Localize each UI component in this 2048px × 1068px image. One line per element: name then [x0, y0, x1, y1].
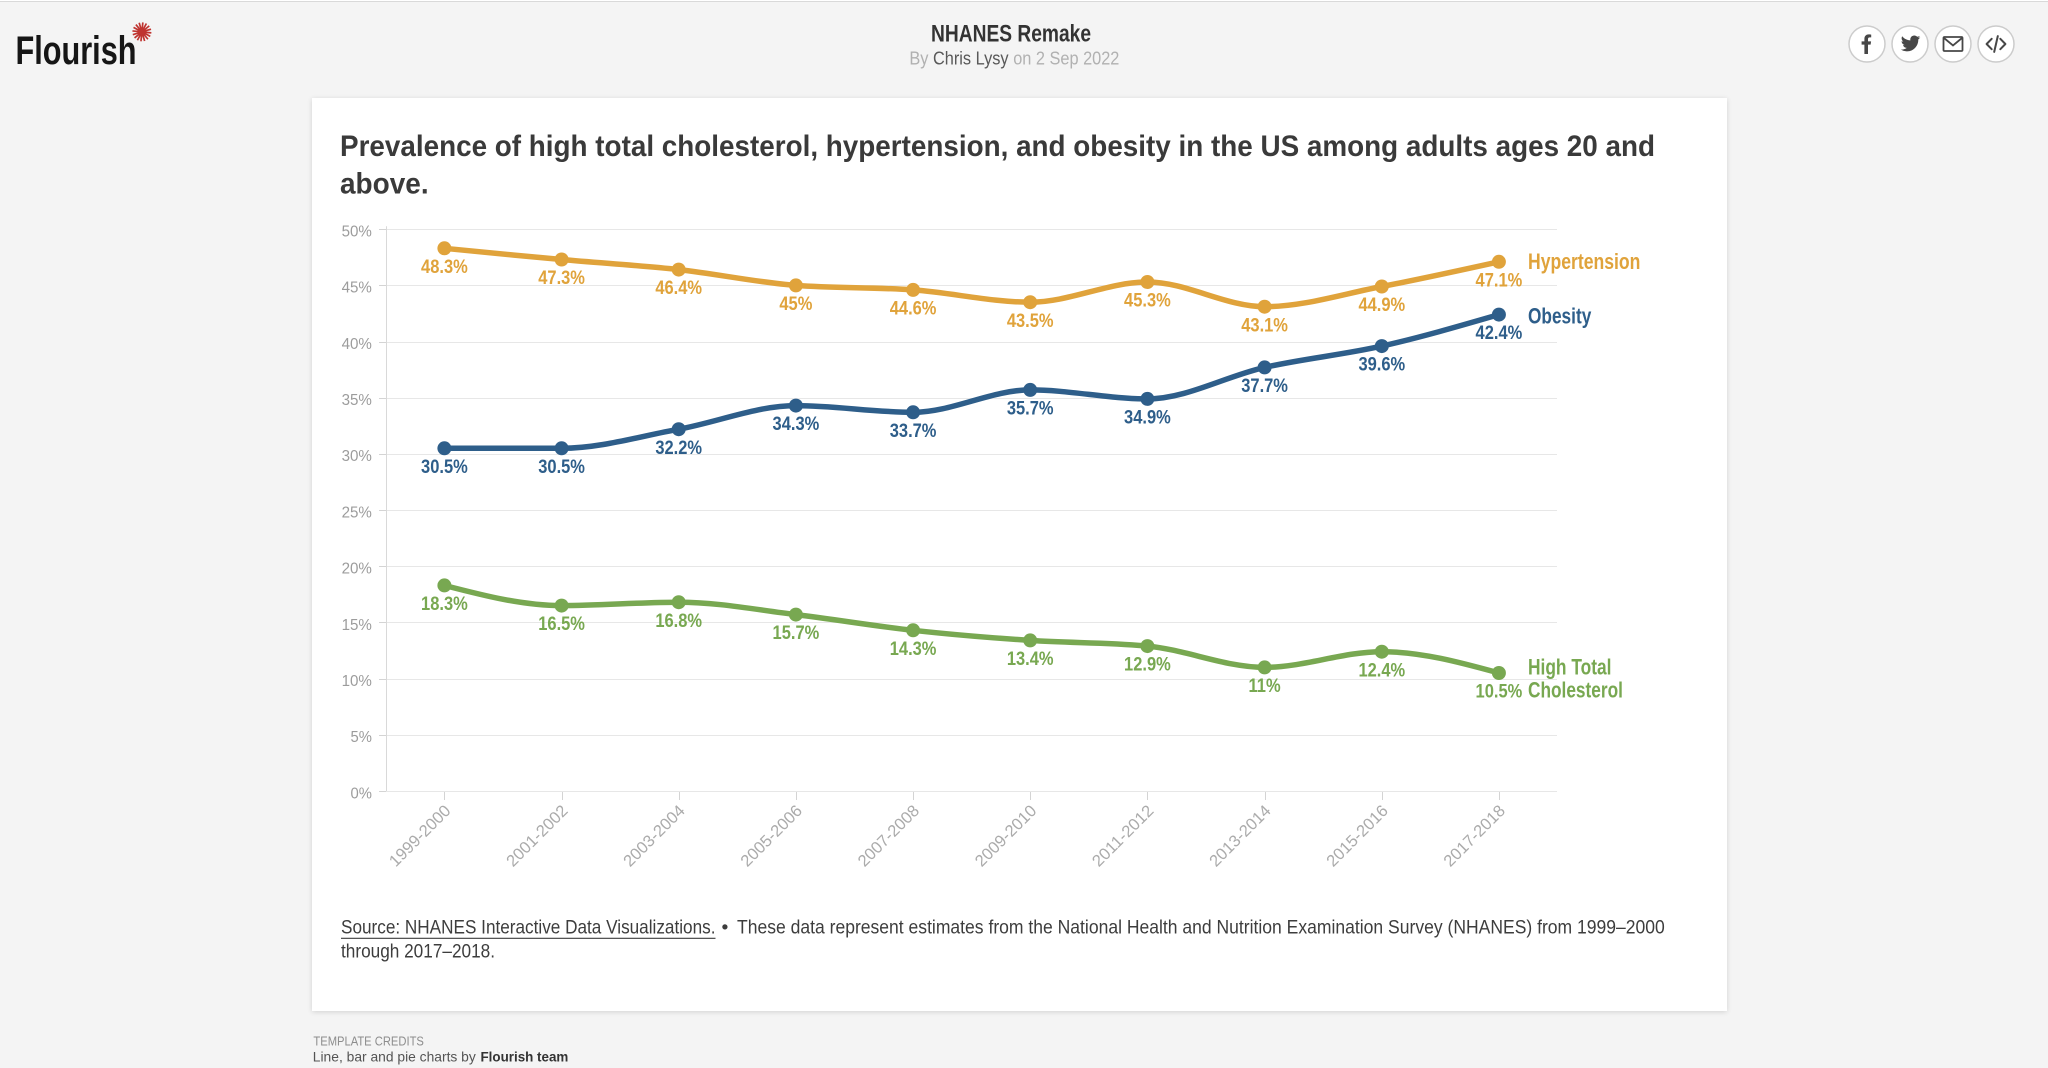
svg-text:50%: 50%: [342, 224, 372, 241]
svg-text:TEMPLATE CREDITS: TEMPLATE CREDITS: [313, 1033, 424, 1048]
svg-text:2017-2018: 2017-2018: [1440, 802, 1509, 871]
svg-text:33.7%: 33.7%: [890, 420, 937, 442]
svg-text:Prevalence of high total chole: Prevalence of high total cholesterol, hy…: [340, 130, 1655, 163]
svg-text:25%: 25%: [342, 504, 372, 521]
svg-text:through 2017–2018.: through 2017–2018.: [341, 940, 495, 962]
svg-text:15.7%: 15.7%: [773, 622, 820, 644]
svg-text:2003-2004: 2003-2004: [620, 802, 689, 871]
svg-text:47.3%: 47.3%: [538, 267, 585, 289]
svg-text:Line, bar and pie charts by: Line, bar and pie charts by: [313, 1049, 476, 1065]
svg-text:35%: 35%: [342, 392, 372, 409]
svg-text:By: By: [909, 49, 928, 69]
svg-text:0%: 0%: [351, 785, 372, 802]
svg-text:16.5%: 16.5%: [538, 613, 585, 635]
svg-text:2001-2002: 2001-2002: [503, 802, 572, 871]
svg-text:40%: 40%: [342, 336, 372, 353]
svg-text:46.4%: 46.4%: [655, 277, 702, 299]
svg-text:30.5%: 30.5%: [421, 456, 468, 478]
svg-text:Source: NHANES Interactive Dat: Source: NHANES Interactive Data Visualiz…: [341, 916, 716, 938]
svg-text:1999-2000: 1999-2000: [386, 802, 455, 871]
svg-text:37.7%: 37.7%: [1241, 375, 1288, 397]
svg-text:These data represent estimates: These data represent estimates from the …: [737, 916, 1665, 938]
svg-text:35.7%: 35.7%: [1007, 398, 1054, 420]
svg-text:12.4%: 12.4%: [1358, 659, 1405, 681]
svg-text:•: •: [722, 916, 729, 938]
svg-text:10.5%: 10.5%: [1476, 681, 1523, 703]
svg-text:20%: 20%: [342, 561, 372, 578]
svg-text:Flourish team: Flourish team: [481, 1049, 569, 1065]
svg-text:12.9%: 12.9%: [1124, 654, 1171, 676]
svg-text:Chris Lysy: Chris Lysy: [933, 49, 1009, 69]
svg-text:44.6%: 44.6%: [890, 298, 937, 320]
svg-text:34.3%: 34.3%: [773, 413, 820, 435]
svg-text:on 2 Sep 2022: on 2 Sep 2022: [1013, 49, 1119, 69]
svg-text:32.2%: 32.2%: [655, 437, 702, 459]
svg-text:Flourish: Flourish: [16, 29, 137, 73]
svg-text:43.5%: 43.5%: [1007, 310, 1054, 332]
svg-text:Obesity: Obesity: [1528, 303, 1592, 328]
svg-text:above.: above.: [340, 168, 429, 201]
svg-text:45%: 45%: [342, 280, 372, 297]
svg-text:39.6%: 39.6%: [1358, 354, 1405, 376]
svg-text:2005-2006: 2005-2006: [737, 802, 806, 871]
svg-text:5%: 5%: [351, 729, 372, 746]
svg-text:2011-2012: 2011-2012: [1089, 802, 1158, 871]
svg-text:45%: 45%: [779, 293, 812, 315]
svg-text:42.4%: 42.4%: [1476, 322, 1523, 344]
svg-text:30.5%: 30.5%: [538, 456, 585, 478]
svg-text:15%: 15%: [342, 617, 372, 634]
svg-text:2009-2010: 2009-2010: [972, 802, 1041, 871]
svg-text:14.3%: 14.3%: [890, 638, 937, 660]
svg-text:2007-2008: 2007-2008: [855, 802, 924, 871]
svg-text:13.4%: 13.4%: [1007, 648, 1054, 670]
svg-text:44.9%: 44.9%: [1358, 294, 1405, 316]
svg-text:48.3%: 48.3%: [421, 256, 468, 278]
svg-text:2015-2016: 2015-2016: [1323, 802, 1392, 871]
svg-text:45.3%: 45.3%: [1124, 290, 1171, 312]
svg-text:NHANES Remake: NHANES Remake: [931, 21, 1091, 48]
svg-text:High Total: High Total: [1528, 655, 1612, 680]
svg-text:16.8%: 16.8%: [655, 610, 702, 632]
svg-text:30%: 30%: [342, 448, 372, 465]
svg-text:10%: 10%: [342, 673, 372, 690]
svg-text:43.1%: 43.1%: [1241, 314, 1288, 336]
svg-text:18.3%: 18.3%: [421, 593, 468, 615]
svg-text:47.1%: 47.1%: [1476, 269, 1523, 291]
svg-text:Hypertension: Hypertension: [1528, 249, 1640, 274]
svg-text:2013-2014: 2013-2014: [1206, 802, 1275, 871]
svg-text:11%: 11%: [1249, 675, 1281, 697]
svg-text:34.9%: 34.9%: [1124, 407, 1171, 429]
svg-text:Cholesterol: Cholesterol: [1528, 678, 1623, 703]
